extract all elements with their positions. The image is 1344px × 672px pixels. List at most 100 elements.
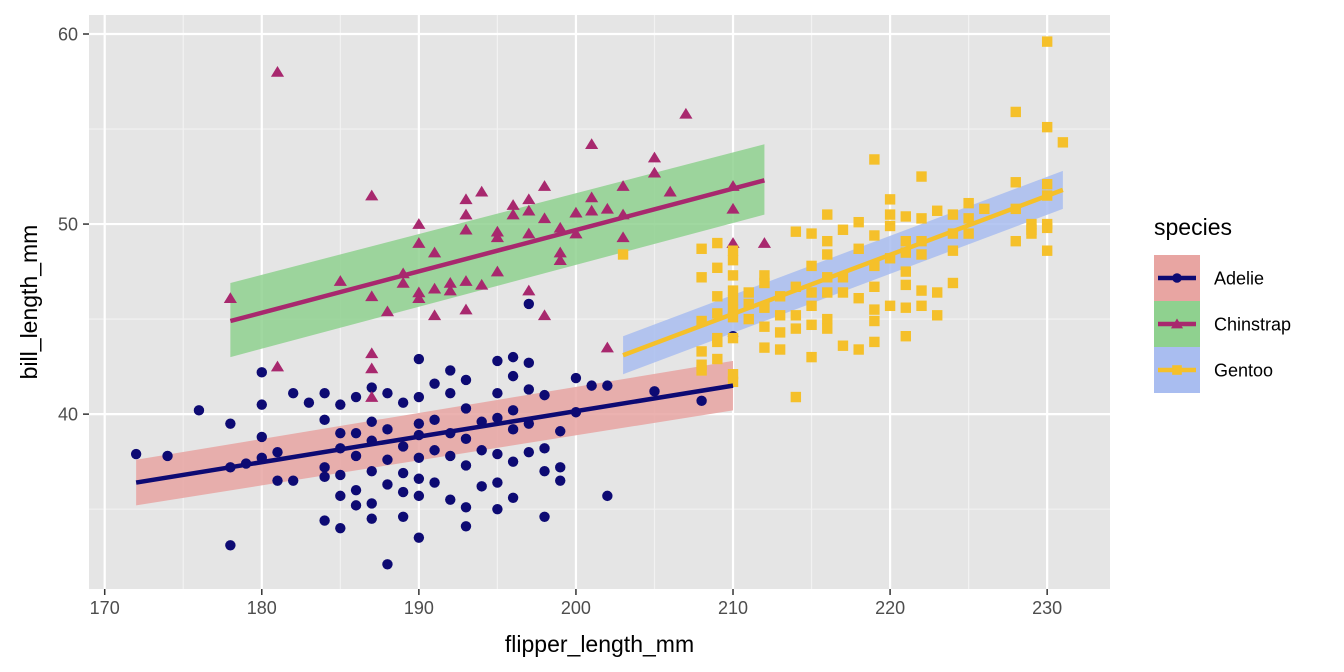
legend-title: species (1154, 214, 1232, 240)
adelie-point (460, 403, 472, 414)
adelie-point (460, 502, 472, 513)
adelie-point (397, 511, 409, 522)
adelie-point (413, 532, 425, 543)
gentoo-point (916, 249, 927, 260)
adelie-point (256, 431, 267, 443)
chinstrap-trend-line (229, 178, 766, 324)
chinstrap-point (585, 191, 599, 203)
gentoo-point (869, 336, 880, 348)
gentoo-point (727, 254, 739, 266)
adelie-point (256, 367, 267, 378)
gentoo-point (900, 247, 911, 258)
gentoo-point (963, 228, 974, 239)
gentoo-point (869, 281, 880, 292)
chinstrap-point (726, 237, 740, 248)
adelie-point (492, 448, 503, 460)
gentoo-point (806, 260, 817, 272)
gentoo-point (869, 230, 880, 241)
adelie-point (413, 490, 425, 502)
chinstrap-point (475, 278, 489, 290)
adelie-point (523, 357, 535, 369)
chinstrap-point (585, 204, 599, 216)
adelie-point (303, 397, 315, 408)
gentoo-point (900, 302, 911, 313)
gentoo-point (727, 245, 739, 256)
chinstrap-point (585, 138, 599, 150)
gentoo-trend-line (622, 187, 1064, 358)
chinstrap-point (459, 275, 473, 286)
gentoo-point (1041, 121, 1053, 133)
gentoo-point (696, 359, 707, 370)
adelie-point (225, 540, 236, 551)
adelie-point (413, 391, 425, 403)
adelie-point (523, 384, 535, 395)
gentoo-point (822, 235, 833, 247)
gentoo-point (712, 262, 723, 273)
gentoo-point (837, 287, 849, 298)
chinstrap-point (459, 223, 473, 235)
gentoo-point (712, 237, 723, 249)
gentoo-point (790, 323, 802, 334)
chinstrap-point (427, 309, 442, 321)
gentoo-point (1041, 222, 1053, 234)
chinstrap-point (490, 231, 504, 243)
gentoo-point (806, 351, 817, 363)
chinstrap-point (443, 284, 457, 296)
gentoo-point (869, 304, 880, 315)
gentoo-point (932, 287, 943, 298)
adelie-point (555, 475, 566, 486)
adelie-point (539, 511, 550, 522)
chinstrap-point (365, 362, 379, 374)
adelie-point (492, 355, 503, 367)
chinstrap-point (600, 341, 614, 353)
gentoo-point (884, 300, 896, 312)
gentoo-point (822, 323, 833, 334)
adelie-point (413, 353, 425, 365)
gentoo-point (759, 277, 770, 289)
y-tick-label: 40 (58, 405, 78, 425)
chinstrap-point (333, 275, 347, 286)
adelie-point (319, 414, 330, 426)
adelie-point (445, 365, 456, 376)
gentoo-point (712, 353, 723, 365)
gentoo-point (790, 281, 802, 292)
adelie-trend-line (135, 383, 734, 485)
gentoo-point (759, 321, 770, 332)
chinstrap-point (647, 151, 662, 163)
chinstrap-point (459, 193, 473, 205)
adelie-point (382, 454, 393, 465)
chinstrap-point (475, 185, 489, 197)
chinstrap-point (600, 202, 614, 214)
gentoo-point (759, 302, 770, 313)
chinstrap-point (522, 284, 536, 296)
gentoo-point (916, 213, 927, 224)
gentoo-point (932, 310, 943, 321)
legend: species Adelie Chinstrap Gentoo (1154, 214, 1291, 393)
gentoo-point (853, 243, 864, 254)
gentoo-point (696, 365, 707, 376)
adelie-point (476, 445, 487, 456)
gentoo-point (900, 266, 911, 277)
chinstrap-point (365, 189, 379, 201)
gentoo-point (727, 312, 739, 323)
gentoo-point (837, 272, 849, 283)
gentoo-point (617, 249, 629, 260)
gentoo-point (806, 319, 817, 331)
adelie-point (413, 418, 425, 429)
gentoo-point (743, 313, 754, 325)
chinstrap-point (506, 208, 520, 220)
adelie-point (539, 389, 550, 401)
gentoo-point (806, 287, 817, 298)
adelie-point (460, 433, 472, 445)
gentoo-point (869, 154, 880, 165)
chinstrap-point (616, 180, 630, 191)
adelie-point (397, 441, 409, 452)
gentoo-point (979, 203, 990, 215)
chinstrap-point (537, 309, 552, 321)
gentoo-point (853, 344, 864, 355)
gentoo-point (727, 369, 739, 380)
adelie-point (413, 452, 425, 464)
chinstrap-point (663, 185, 677, 197)
gentoo-point (884, 253, 896, 264)
chinstrap-point (537, 212, 552, 224)
